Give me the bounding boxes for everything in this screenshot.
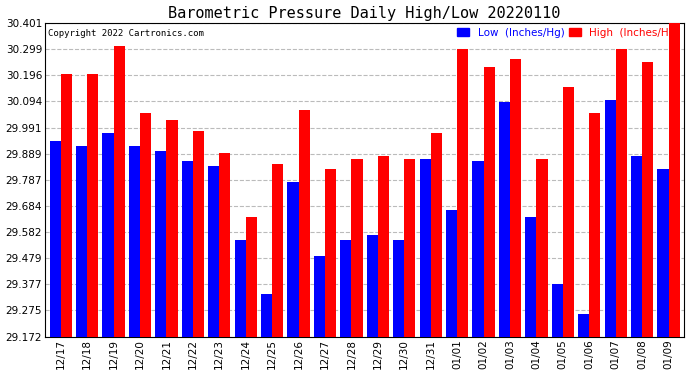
- Bar: [114, 46, 125, 337]
- Bar: [631, 156, 642, 337]
- Text: Copyright 2022 Cartronics.com: Copyright 2022 Cartronics.com: [48, 29, 204, 38]
- Bar: [536, 159, 548, 337]
- Bar: [166, 120, 177, 337]
- Bar: [589, 112, 600, 337]
- Bar: [140, 112, 151, 337]
- Bar: [473, 161, 484, 337]
- Bar: [669, 23, 680, 337]
- Bar: [563, 87, 574, 337]
- Bar: [193, 130, 204, 337]
- Bar: [367, 235, 378, 337]
- Bar: [235, 240, 246, 337]
- Bar: [578, 314, 589, 337]
- Bar: [658, 169, 669, 337]
- Bar: [420, 159, 431, 337]
- Bar: [340, 240, 351, 337]
- Bar: [155, 151, 166, 337]
- Bar: [261, 294, 272, 337]
- Bar: [181, 161, 193, 337]
- Bar: [499, 102, 510, 337]
- Bar: [431, 133, 442, 337]
- Bar: [446, 210, 457, 337]
- Bar: [510, 59, 521, 337]
- Bar: [102, 133, 114, 337]
- Title: Barometric Pressure Daily High/Low 20220110: Barometric Pressure Daily High/Low 20220…: [168, 6, 561, 21]
- Bar: [393, 240, 404, 337]
- Bar: [129, 146, 140, 337]
- Bar: [604, 100, 615, 337]
- Bar: [208, 166, 219, 337]
- Bar: [272, 164, 283, 337]
- Bar: [246, 217, 257, 337]
- Bar: [76, 146, 87, 337]
- Bar: [299, 110, 310, 337]
- Bar: [61, 74, 72, 337]
- Bar: [525, 217, 536, 337]
- Bar: [87, 74, 98, 337]
- Bar: [50, 141, 61, 337]
- Bar: [378, 156, 389, 337]
- Bar: [484, 67, 495, 337]
- Legend: Low  (Inches/Hg), High  (Inches/Hg): Low (Inches/Hg), High (Inches/Hg): [453, 23, 684, 42]
- Bar: [325, 169, 336, 337]
- Bar: [615, 49, 627, 337]
- Bar: [288, 182, 299, 337]
- Bar: [404, 159, 415, 337]
- Bar: [642, 62, 653, 337]
- Bar: [314, 255, 325, 337]
- Bar: [552, 284, 563, 337]
- Bar: [219, 153, 230, 337]
- Bar: [351, 159, 362, 337]
- Bar: [457, 49, 469, 337]
